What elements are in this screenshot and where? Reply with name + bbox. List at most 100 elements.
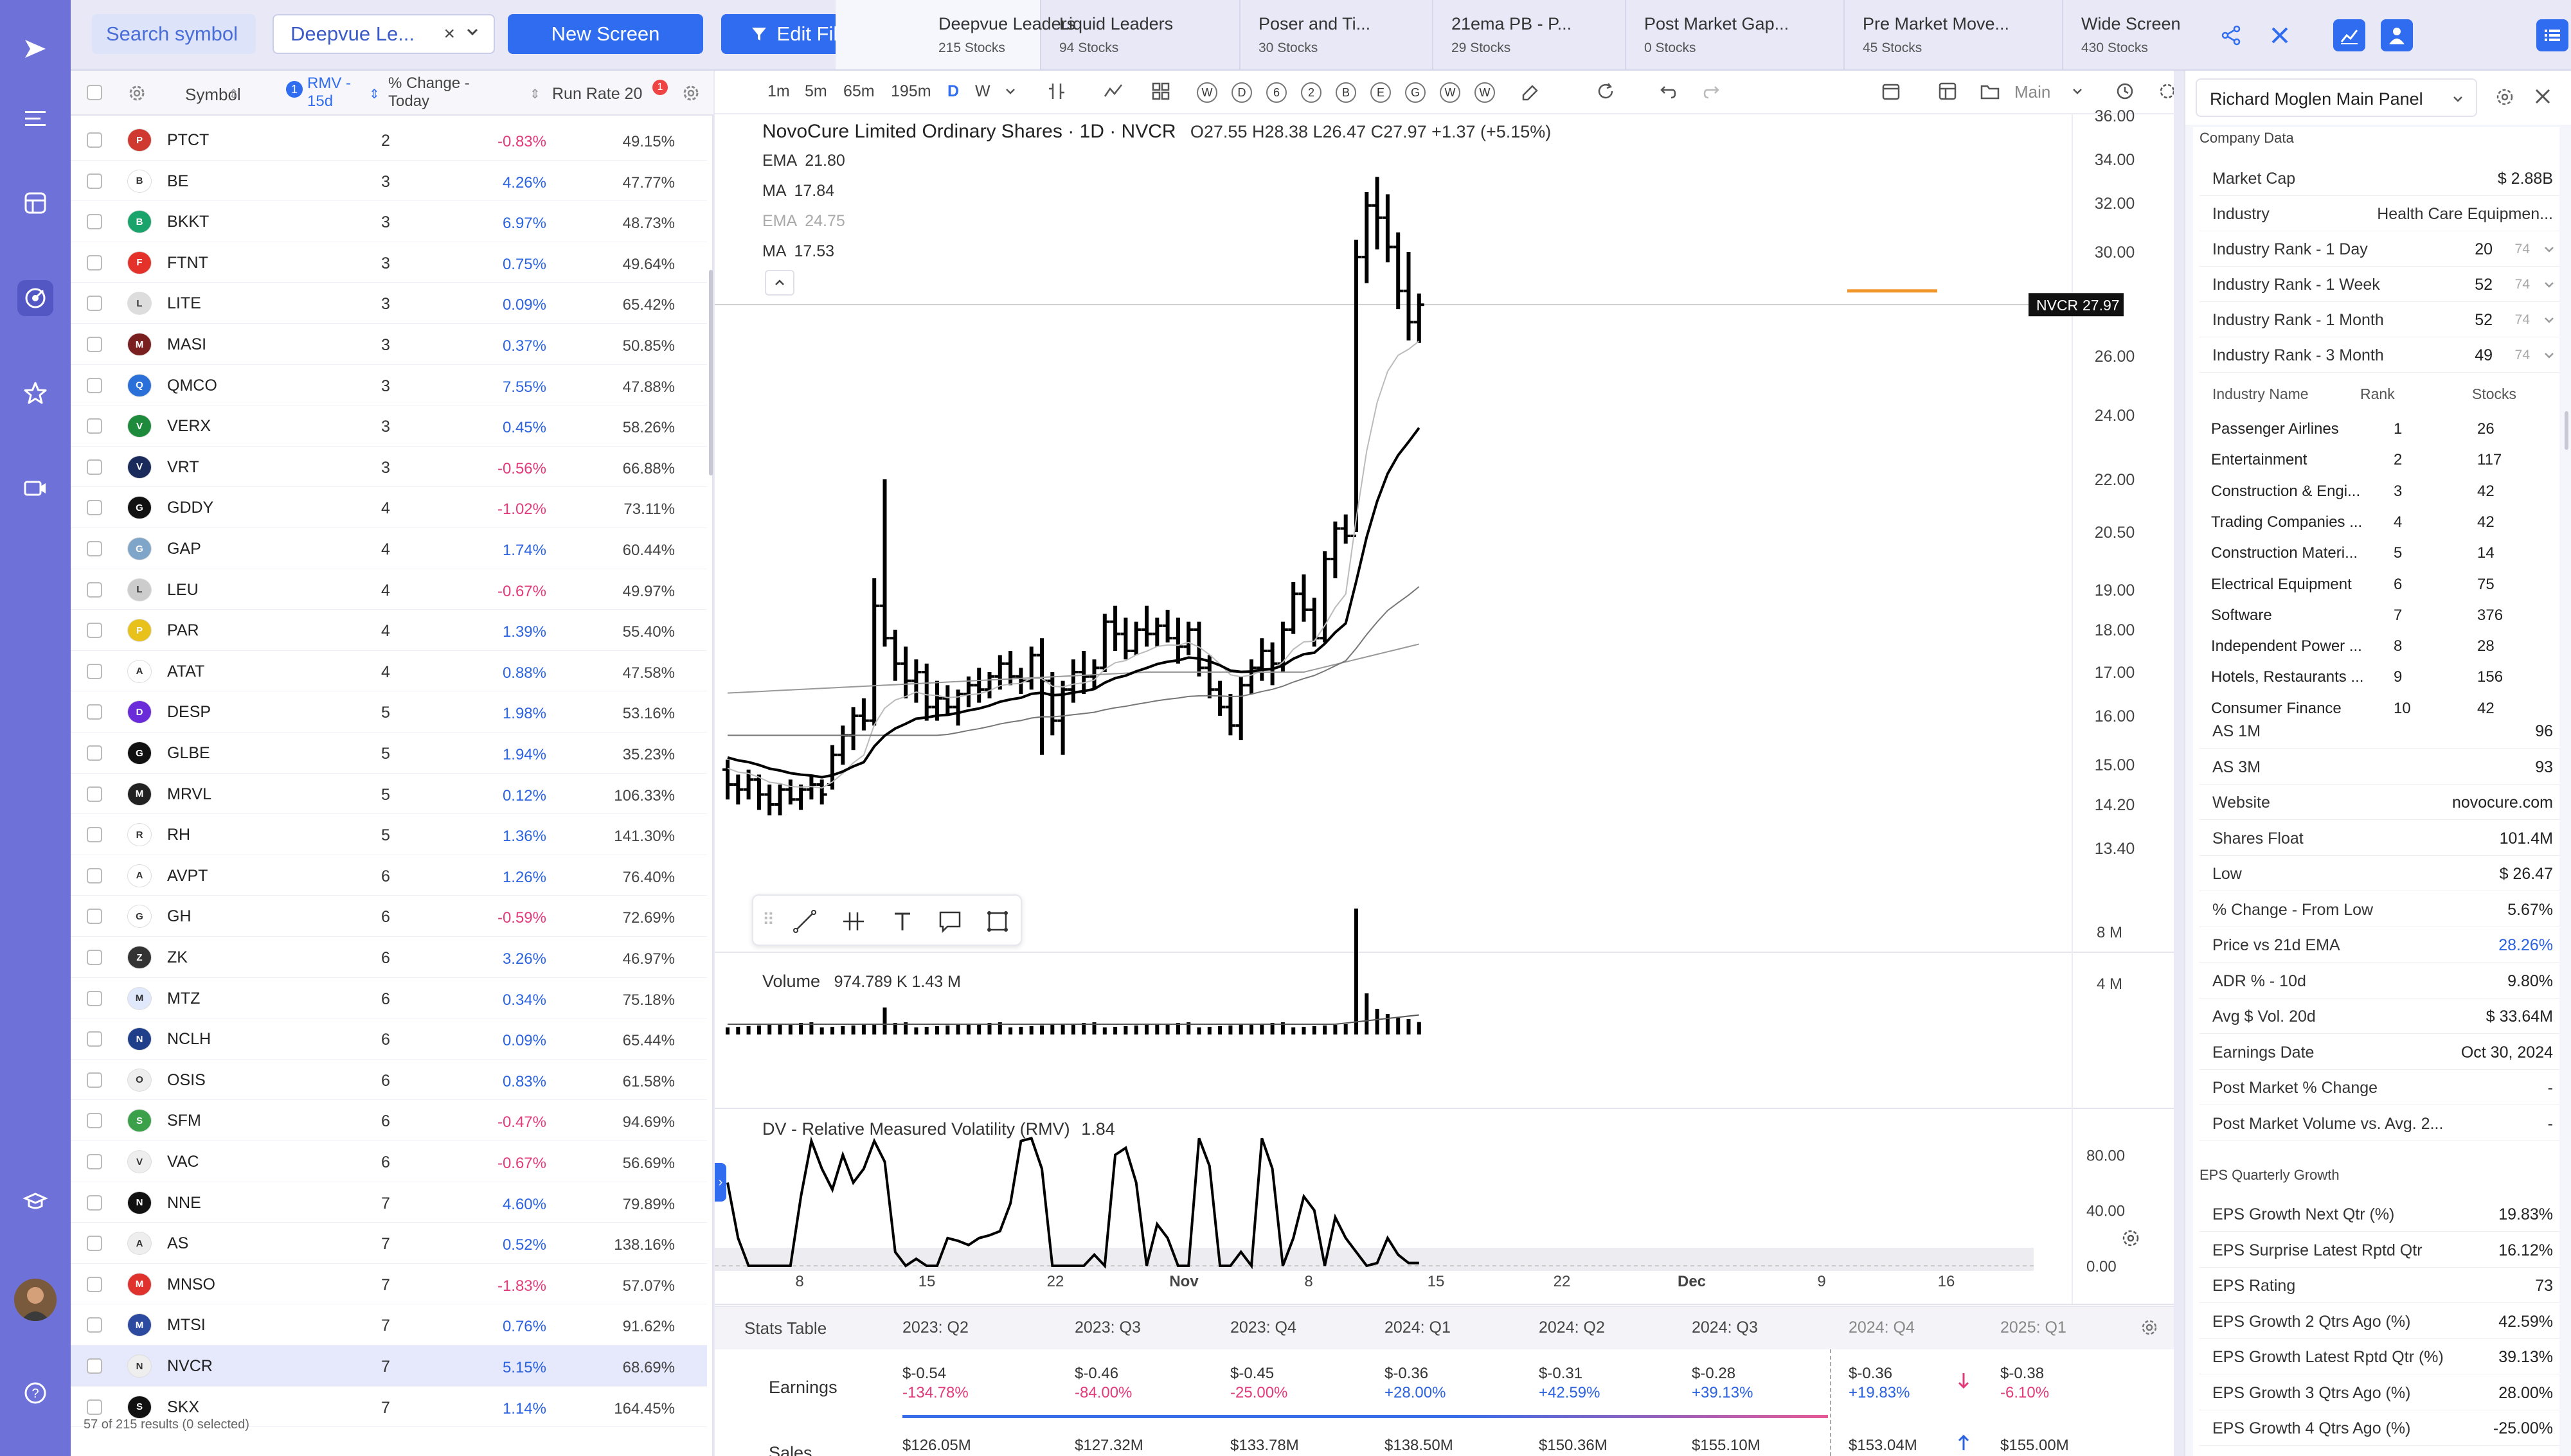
row-checkbox[interactable]: [87, 745, 102, 761]
industry-row[interactable]: Electrical Equipment 6 75: [2199, 569, 2534, 600]
templates-icon[interactable]: [1151, 81, 1171, 102]
column-symbol[interactable]: Symbol: [185, 85, 241, 104]
toolbar-letter-button[interactable]: 6: [1266, 82, 1287, 103]
alert-icon[interactable]: [2115, 81, 2135, 102]
expand-panel-button[interactable]: ›: [715, 1163, 726, 1202]
chevron-down-icon[interactable]: [2543, 243, 2556, 256]
list-view-icon[interactable]: [2536, 19, 2568, 51]
industry-row[interactable]: Consumer Finance 10 42: [2199, 693, 2534, 715]
education-icon[interactable]: [17, 1184, 53, 1220]
row-checkbox[interactable]: [87, 1072, 102, 1088]
table-row[interactable]: B BKKT 3 6.97% 48.73%: [71, 201, 707, 242]
row-checkbox[interactable]: [87, 704, 102, 720]
column-change-today[interactable]: % Change - Today: [388, 75, 470, 110]
toolbar-letter-button[interactable]: D: [1232, 82, 1252, 103]
tab-liquid-leaders[interactable]: Liquid Leaders 94 Stocks: [1041, 0, 1241, 69]
fib-tool-icon[interactable]: [841, 909, 866, 934]
row-checkbox[interactable]: [87, 582, 102, 598]
chart-view-icon[interactable]: [2333, 19, 2365, 51]
industry-row[interactable]: Construction Materi... 5 14: [2199, 538, 2534, 569]
layout-icon[interactable]: [17, 185, 53, 221]
table-row[interactable]: L LITE 3 0.09% 65.42%: [71, 283, 707, 324]
table-row[interactable]: F FTNT 3 0.75% 49.64%: [71, 242, 707, 283]
industry-scrollbar[interactable]: [2565, 411, 2568, 450]
industry-row[interactable]: Passenger Airlines 1 26: [2199, 414, 2534, 445]
table-row[interactable]: S SKX 7 1.14% 164.45%: [71, 1387, 707, 1428]
column-rmv[interactable]: RMV - 15d: [307, 75, 351, 110]
table-row[interactable]: D DESP 5 1.98% 53.16%: [71, 691, 707, 732]
chevron-down-icon[interactable]: [1004, 85, 1017, 98]
layout-grid-icon[interactable]: [1937, 81, 1958, 102]
redo-icon[interactable]: [1702, 81, 1723, 102]
table-row[interactable]: M MTSI 7 0.76% 91.62%: [71, 1304, 707, 1345]
industry-row[interactable]: Construction & Engi... 3 42: [2199, 476, 2534, 507]
avatar[interactable]: [14, 1279, 57, 1321]
indicator-row[interactable]: EMA 21.80: [762, 152, 845, 170]
toolbar-letter-button[interactable]: 2: [1301, 82, 1321, 103]
search-input[interactable]: Search symbol: [92, 14, 256, 54]
row-checkbox[interactable]: [87, 623, 102, 639]
row-checkbox[interactable]: [87, 950, 102, 965]
star-icon[interactable]: [17, 375, 53, 411]
row-checkbox[interactable]: [87, 173, 102, 189]
table-row[interactable]: M MASI 3 0.37% 50.85%: [71, 324, 707, 365]
table-row[interactable]: O OSIS 6 0.83% 61.58%: [71, 1060, 707, 1101]
screener-icon[interactable]: [17, 280, 53, 316]
row-checkbox[interactable]: [87, 827, 102, 843]
video-icon[interactable]: [17, 470, 53, 506]
table-row[interactable]: A AS 7 0.52% 138.16%: [71, 1223, 707, 1264]
clear-icon[interactable]: ×: [443, 23, 455, 44]
row-checkbox[interactable]: [87, 500, 102, 516]
select-all-checkbox[interactable]: [87, 85, 102, 100]
table-row[interactable]: V VRT 3 -0.56% 66.88%: [71, 447, 707, 488]
column-run-rate[interactable]: Run Rate 20: [552, 85, 643, 103]
rectangle-tool-icon[interactable]: [985, 909, 1010, 934]
table-row[interactable]: A ATAT 4 0.88% 47.58%: [71, 651, 707, 692]
tab-poser-and-ti[interactable]: Poser and Ti... 30 Stocks: [1241, 0, 1433, 69]
row-checkbox[interactable]: [87, 663, 102, 679]
tf-weekly[interactable]: W: [975, 82, 990, 100]
table-row[interactable]: M MNSO 7 -1.83% 57.07%: [71, 1264, 707, 1305]
tf-5m[interactable]: 5m: [805, 82, 827, 100]
toolbar-letter-button[interactable]: W: [1197, 82, 1217, 103]
row-checkbox[interactable]: [87, 1236, 102, 1252]
table-row[interactable]: P PAR 4 1.39% 55.40%: [71, 610, 707, 651]
industry-row[interactable]: Entertainment 2 117: [2199, 445, 2534, 475]
toolbar-letter-button[interactable]: W: [1440, 82, 1460, 103]
row-checkbox[interactable]: [87, 459, 102, 475]
chevron-down-icon[interactable]: [465, 24, 479, 39]
row-checkbox[interactable]: [87, 1317, 102, 1333]
ohlc-series[interactable]: [722, 177, 1424, 815]
chevron-down-icon[interactable]: [2543, 314, 2556, 326]
chevron-down-icon[interactable]: [2071, 85, 2084, 98]
table-row[interactable]: G GLBE 5 1.94% 35.23%: [71, 732, 707, 774]
row-checkbox[interactable]: [87, 1154, 102, 1169]
volume-series[interactable]: [726, 909, 1421, 1034]
row-checkbox[interactable]: [87, 377, 102, 393]
collapse-legend-button[interactable]: [765, 270, 794, 296]
eraser-icon[interactable]: [1519, 81, 1540, 102]
row-checkbox[interactable]: [87, 254, 102, 271]
row-checkbox[interactable]: [87, 296, 102, 312]
price-chart[interactable]: 36.00 34.00 32.00 30.00 26.00 24.00 22.00 20.50…: [715, 71, 2174, 1356]
row-checkbox[interactable]: [87, 337, 102, 352]
indicator-row[interactable]: MA 17.84: [762, 182, 834, 200]
table-row[interactable]: M MRVL 5 0.12% 106.33%: [71, 774, 707, 815]
tf-1m[interactable]: 1m: [767, 82, 790, 100]
tab-post-market-gap[interactable]: Post Market Gap... 0 Stocks: [1626, 0, 1845, 69]
industry-row[interactable]: Independent Power ... 8 28: [2199, 631, 2534, 662]
rmv-line[interactable]: [726, 1136, 1419, 1270]
table-row[interactable]: N NVCR 7 5.15% 68.69%: [71, 1345, 707, 1387]
table-row[interactable]: L LEU 4 -0.67% 49.97%: [71, 569, 707, 610]
watchlist-scrollbar[interactable]: [709, 270, 713, 475]
chevron-down-icon[interactable]: [2543, 278, 2556, 291]
table-row[interactable]: M MTZ 6 0.34% 75.18%: [71, 978, 707, 1019]
table-row[interactable]: V VAC 6 -0.67% 56.69%: [71, 1141, 707, 1182]
panel-select[interactable]: Richard Moglen Main Panel: [2196, 78, 2477, 117]
toolbar-letter-button[interactable]: G: [1405, 82, 1426, 103]
new-screen-button[interactable]: New Screen: [508, 14, 703, 54]
row-checkbox[interactable]: [87, 990, 102, 1006]
industry-list[interactable]: Passenger Airlines 1 26 Entertainment 2 117 Co…: [2193, 410, 2559, 715]
tab-deepvue-leaders[interactable]: Deepvue Leaders 215 Stocks: [836, 0, 1075, 69]
table-row[interactable]: R RH 5 1.36% 141.30%: [71, 814, 707, 855]
